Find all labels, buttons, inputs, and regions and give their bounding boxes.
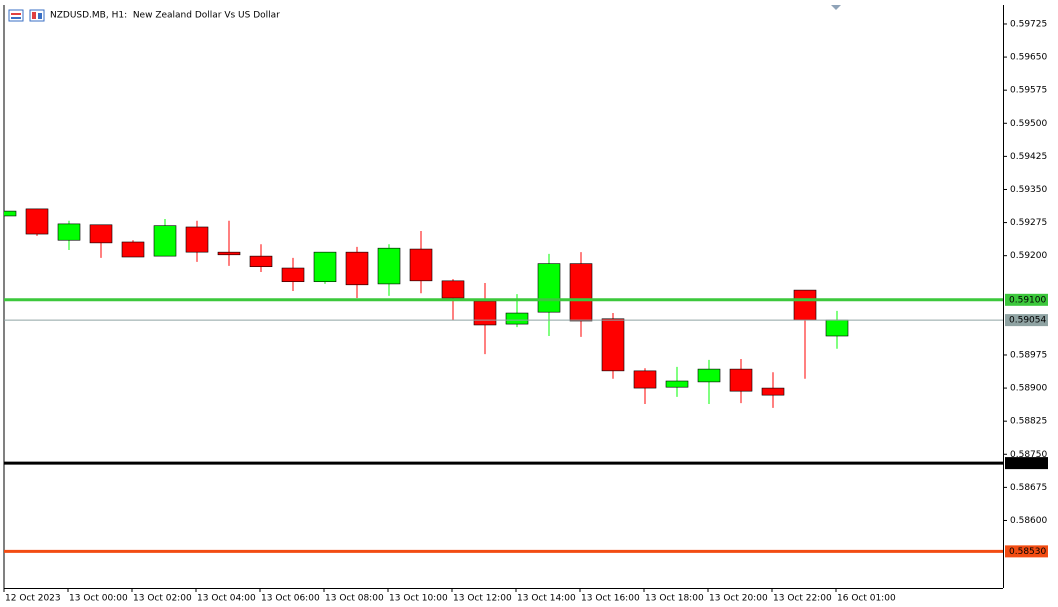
candle-body bbox=[249, 255, 273, 268]
candle-body bbox=[793, 289, 817, 321]
x-tick-label: 13 Oct 00:00 bbox=[69, 594, 128, 604]
x-tick-label: 13 Oct 02:00 bbox=[133, 594, 192, 604]
price-level-tag bbox=[1005, 545, 1048, 558]
y-tick-label: 0.59425 bbox=[1010, 152, 1047, 162]
price-level-label: 0.58730 bbox=[1009, 459, 1046, 469]
candle-body bbox=[57, 223, 81, 241]
candle-body bbox=[25, 208, 49, 235]
icon bbox=[8, 9, 24, 22]
candle-body bbox=[537, 263, 561, 313]
candle-body bbox=[601, 318, 625, 372]
shift-marker bbox=[831, 5, 841, 10]
x-tick-label: 13 Oct 06:00 bbox=[261, 594, 320, 604]
symbol-icons bbox=[8, 9, 45, 22]
price-level-label: 0.58530 bbox=[1009, 547, 1046, 557]
candle-body bbox=[281, 267, 305, 283]
x-tick-label: 12 Oct 2023 bbox=[5, 594, 61, 604]
candle-body bbox=[217, 251, 241, 256]
y-tick-label: 0.58900 bbox=[1010, 384, 1047, 394]
icon bbox=[11, 13, 21, 15]
chart-title: NZDUSD.MB, H1: New Zealand Dollar Vs US … bbox=[50, 11, 280, 21]
x-tick-label: 13 Oct 12:00 bbox=[453, 594, 512, 604]
candle-body bbox=[185, 226, 209, 253]
y-tick-label: 0.59725 bbox=[1010, 19, 1047, 29]
y-tick-label: 0.59650 bbox=[1010, 53, 1047, 63]
price-level-tag bbox=[1005, 314, 1048, 327]
candle-body bbox=[4, 210, 17, 217]
price-level-label: 0.59054 bbox=[1009, 316, 1046, 326]
candle-body bbox=[569, 263, 593, 322]
x-tick-label: 13 Oct 04:00 bbox=[197, 594, 256, 604]
candle-body bbox=[633, 370, 657, 389]
y-tick-label: 0.58675 bbox=[1010, 483, 1047, 493]
y-tick-label: 0.59500 bbox=[1010, 119, 1047, 129]
candle-body bbox=[729, 368, 753, 392]
candle-body bbox=[89, 224, 113, 244]
candle-body bbox=[345, 251, 369, 286]
candle-body bbox=[697, 368, 721, 383]
candle-body bbox=[121, 241, 145, 258]
y-tick-label: 0.58750 bbox=[1010, 450, 1047, 460]
icon bbox=[32, 12, 36, 19]
price-level-label: 0.59100 bbox=[1009, 295, 1046, 305]
x-tick-label: 13 Oct 08:00 bbox=[325, 594, 384, 604]
candle-body bbox=[409, 248, 433, 282]
icon bbox=[11, 17, 21, 19]
price-level-tag bbox=[1005, 457, 1048, 470]
candle-body bbox=[153, 225, 177, 257]
x-tick-label: 13 Oct 22:00 bbox=[773, 594, 832, 604]
x-tick-label: 16 Oct 01:00 bbox=[837, 594, 896, 604]
candle-body bbox=[441, 280, 465, 299]
y-tick-label: 0.59350 bbox=[1010, 185, 1047, 195]
y-tick-label: 0.59275 bbox=[1010, 218, 1047, 228]
y-tick-label: 0.58825 bbox=[1010, 417, 1047, 427]
x-tick-label: 13 Oct 18:00 bbox=[645, 594, 704, 604]
y-tick-label: 0.59200 bbox=[1010, 251, 1047, 261]
x-tick-label: 13 Oct 20:00 bbox=[709, 594, 768, 604]
price-level-tag bbox=[1005, 293, 1048, 306]
y-tick-label: 0.58600 bbox=[1010, 516, 1047, 526]
y-tick-label: 0.59575 bbox=[1010, 86, 1047, 96]
y-tick-label: 0.58975 bbox=[1010, 350, 1047, 360]
candle-body bbox=[313, 251, 337, 283]
candle-body bbox=[825, 319, 849, 337]
icon bbox=[29, 9, 45, 22]
candle-body bbox=[665, 380, 689, 388]
x-tick-label: 13 Oct 14:00 bbox=[517, 594, 576, 604]
candle-body bbox=[505, 312, 529, 325]
x-tick-label: 13 Oct 10:00 bbox=[389, 594, 448, 604]
candle-body bbox=[761, 387, 785, 396]
candle-body bbox=[377, 247, 401, 285]
icon bbox=[38, 13, 42, 19]
candle-body bbox=[473, 300, 497, 326]
x-tick-label: 13 Oct 16:00 bbox=[581, 594, 640, 604]
